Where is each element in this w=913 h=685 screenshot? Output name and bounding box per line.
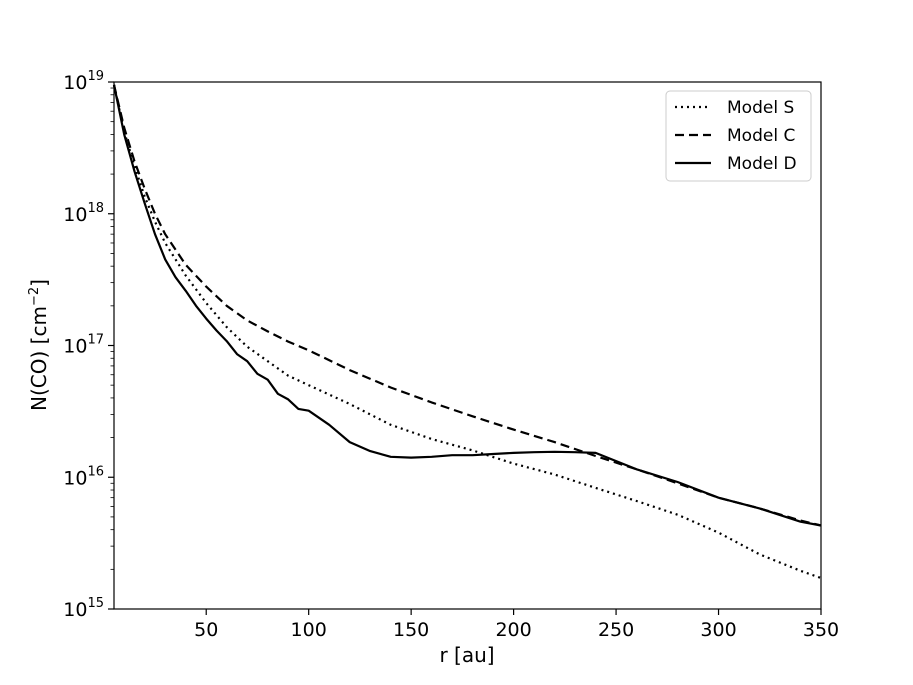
x-tick-label: 300: [700, 619, 736, 641]
y-tick-label: 1015: [63, 596, 104, 621]
legend-label: Model S: [727, 98, 794, 118]
y-tick-label: 1016: [63, 464, 104, 489]
series-line-model-d: [112, 84, 822, 527]
legend-label: Model D: [727, 154, 797, 174]
x-tick-label: 200: [495, 619, 531, 641]
x-tick-label: 250: [598, 619, 634, 641]
x-axis: 50 100 150 200 250 300 350: [194, 609, 839, 641]
x-tick-label: 50: [194, 619, 218, 641]
legend-label: Model C: [727, 126, 795, 146]
x-tick-label: 150: [393, 619, 429, 641]
series-layer: [112, 84, 822, 580]
legend: Model S Model C Model D: [665, 90, 812, 182]
y-axis: 1015 1016 1017 1018 1019: [63, 69, 114, 621]
series-line-model-s: [112, 84, 822, 580]
x-axis-label: r [au]: [439, 643, 494, 667]
legend-box: [665, 90, 812, 182]
plot-area: 50 100 150 200 250 300 350 1015101610171018101…: [63, 69, 839, 641]
y-tick-label: 1017: [63, 333, 104, 358]
y-axis-label: N(CO) [cm−2]: [27, 279, 51, 411]
x-tick-label: 100: [291, 619, 327, 641]
x-tick-label: 350: [803, 619, 839, 641]
y-tick-label: 1018: [63, 201, 104, 226]
y-tick-label: 1019: [63, 69, 104, 94]
